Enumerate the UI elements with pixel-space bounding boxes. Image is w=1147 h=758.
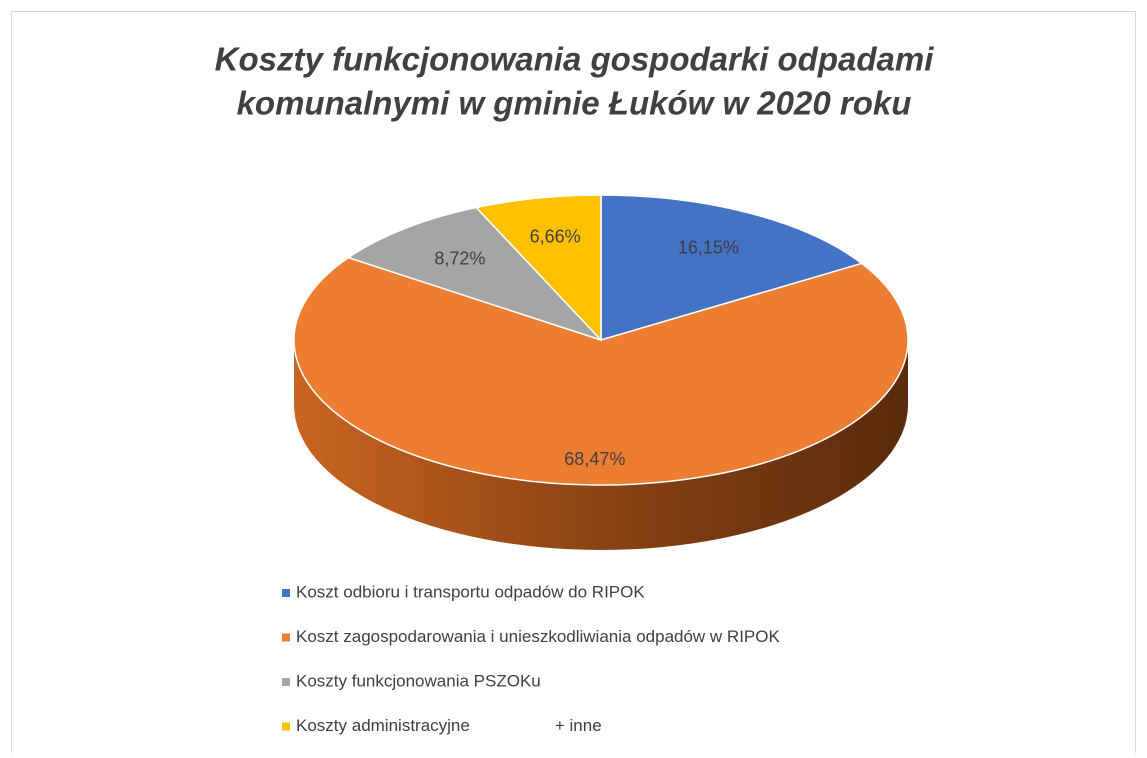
pie-slice — [600, 194, 864, 342]
legend-label: Koszty funkcjonowania PSZOKu — [296, 671, 541, 690]
data-label: 68,47% — [564, 449, 625, 469]
data-label: 6,66% — [530, 227, 581, 247]
chart-title: Koszty funkcjonowania gospodarki odpadam… — [215, 41, 935, 78]
pie-slice — [293, 256, 909, 486]
legend-swatch — [282, 722, 290, 731]
pie-slice — [346, 206, 602, 341]
data-label: 16,15% — [678, 238, 739, 258]
data-label: 8,72% — [434, 248, 485, 268]
pie-slice — [474, 194, 602, 342]
legend-swatch — [282, 589, 290, 597]
legend-label: Koszt zagospodarowania i unieszkodliwian… — [296, 627, 780, 646]
chart-title: komunalnymi w gminie Łuków w 2020 roku — [237, 85, 912, 122]
legend-label: Koszt odbioru i transportu odpadów do RI… — [296, 582, 645, 601]
legend-swatch — [282, 678, 290, 686]
pie-side — [294, 340, 908, 550]
legend-label: Koszty administracyjne + inne — [296, 716, 602, 735]
legend-swatch — [282, 633, 290, 642]
